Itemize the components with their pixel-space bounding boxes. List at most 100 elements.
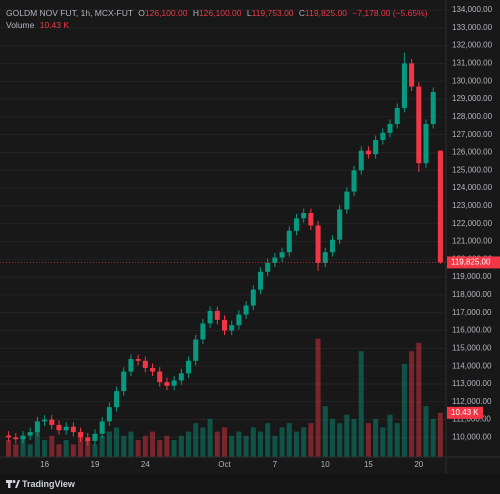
candle-body: [250, 289, 256, 306]
low-value: 119,753.00: [252, 8, 294, 18]
volume-bar: [157, 440, 163, 457]
candle-body: [315, 225, 321, 263]
candle-body: [329, 239, 335, 253]
volume-bar: [56, 444, 62, 457]
volume-bar: [279, 427, 285, 457]
volume-bar: [344, 414, 350, 457]
footer-brand[interactable]: TradingView: [22, 479, 76, 489]
volume-key: Volume: [6, 20, 35, 30]
candle-body: [322, 252, 328, 263]
x-tick-label: 16: [40, 460, 49, 469]
volume-bar: [121, 435, 127, 457]
volume-bar: [293, 431, 299, 457]
candle-body: [272, 257, 278, 263]
volume-bar: [380, 427, 386, 457]
symbol: GOLDM NOV FUT, 1h, MCX-FUT: [6, 8, 133, 18]
candle-body: [6, 435, 12, 438]
y-tick-label: 117,000.00: [452, 308, 492, 317]
volume-bar: [49, 435, 55, 457]
logo-part: [8, 480, 11, 488]
candle-body: [301, 213, 307, 219]
plot: [0, 52, 446, 457]
volume-bar: [243, 435, 249, 457]
volume-bar: [78, 435, 84, 457]
volume-bar: [394, 423, 400, 457]
last-price-tag: [447, 256, 500, 269]
y-tick-label: 133,000.00: [452, 23, 493, 32]
y-tick-label: 127,000.00: [452, 130, 493, 139]
volume-bar: [337, 423, 343, 457]
candle-body: [128, 359, 134, 372]
volume-bar: [286, 423, 292, 457]
last-volume-label: 10.43 K: [451, 408, 479, 417]
candle-body: [135, 359, 141, 361]
y-tick-label: 112,000.00: [452, 397, 492, 406]
x-tick-label: 15: [364, 460, 373, 469]
volume-bar: [308, 423, 314, 457]
volume-bar: [387, 414, 393, 457]
y-tick-label: 134,000.00: [452, 5, 493, 14]
candle-body: [394, 107, 400, 124]
logo-part: [15, 480, 20, 488]
volume-bar: [430, 418, 436, 457]
y-tick-label: 124,000.00: [452, 183, 493, 192]
volume-bar: [27, 444, 33, 457]
candle-body: [373, 139, 379, 155]
volume-bar: [85, 440, 91, 457]
candle-body: [164, 382, 170, 386]
candle-body: [20, 435, 26, 440]
y-tick-label: 131,000.00: [452, 59, 493, 68]
volume-bar: [6, 440, 12, 457]
candle-body: [99, 421, 105, 434]
y-tick-label: 130,000.00: [452, 76, 493, 85]
volume-bar: [257, 431, 264, 457]
candle-body: [416, 86, 422, 164]
last-price-label: 119,825.00: [451, 258, 491, 267]
volume-bar: [200, 427, 206, 457]
y-tick-label: 132,000.00: [452, 41, 493, 50]
volume-bar: [34, 431, 40, 457]
candle-body: [279, 252, 285, 258]
y-tick-label: 128,000.00: [452, 112, 493, 121]
candle-body: [70, 426, 76, 433]
y-tick-label: 113,000.00: [452, 379, 492, 388]
candle-body: [387, 123, 393, 133]
candle-body: [193, 339, 199, 361]
low-key: L: [247, 8, 252, 18]
candle-body: [114, 391, 120, 408]
candle-body: [92, 433, 98, 441]
legend-line: GOLDM NOV FUT, 1h, MCX-FUT O126,100.00 H…: [6, 8, 428, 18]
volume-bar: [437, 412, 443, 457]
candle-body: [121, 371, 127, 392]
candle-body: [142, 360, 148, 368]
volume-bar: [106, 431, 112, 457]
candle-body: [437, 150, 443, 263]
y-tick-label: 115,000.00: [452, 343, 492, 352]
candle-body: [106, 407, 112, 422]
candle-body: [351, 170, 357, 192]
candle-body: [27, 432, 33, 436]
y-tick-label: 119,000.00: [452, 272, 492, 281]
candle-body: [221, 319, 228, 331]
volume-legend: Volume 10.43 K: [6, 20, 69, 30]
y-tick-label: 114,000.00: [452, 361, 492, 370]
candle-body: [380, 132, 386, 140]
volume-bar: [70, 444, 76, 457]
volume-bar: [142, 435, 148, 457]
candle-body: [293, 218, 299, 231]
volume-bar: [351, 418, 357, 457]
y-tick-label: 116,000.00: [452, 326, 492, 335]
volume-bar: [207, 418, 213, 457]
volume-bar: [301, 427, 307, 457]
volume-bar: [193, 423, 199, 457]
volume-bar: [214, 431, 220, 457]
x-tick-label: Oct: [218, 460, 231, 469]
candle-body: [265, 262, 271, 272]
volume-bar: [423, 406, 429, 457]
volume-bar: [229, 435, 235, 457]
candle-body: [150, 367, 156, 372]
close-key: C: [299, 8, 305, 18]
candle-body: [214, 310, 220, 320]
